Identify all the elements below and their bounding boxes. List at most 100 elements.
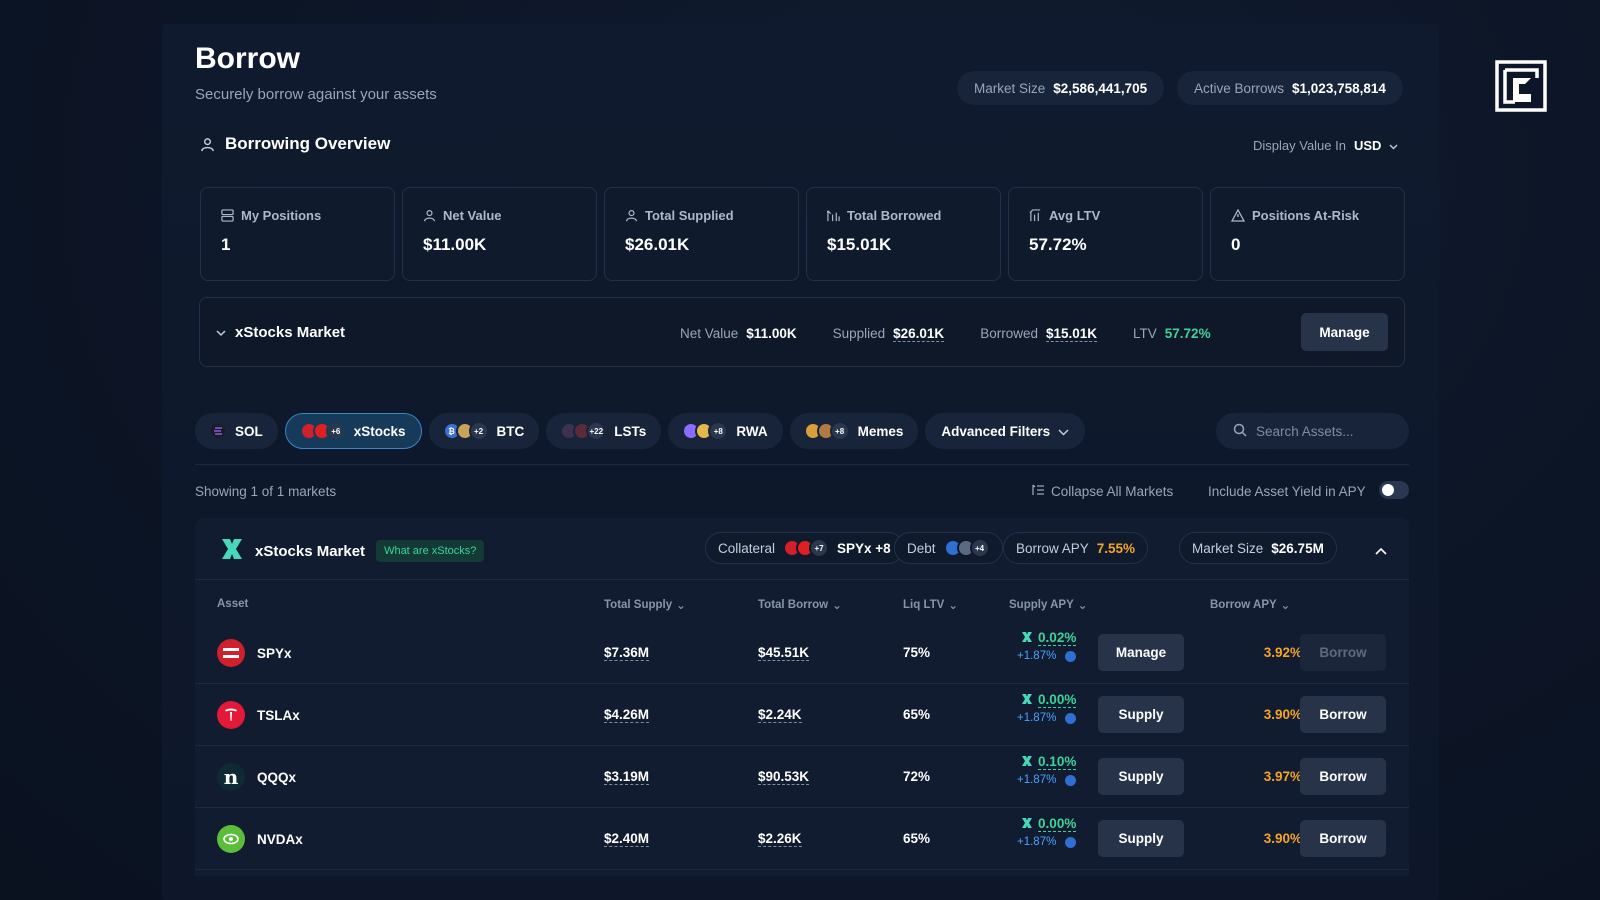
supplied-label: Supplied <box>832 326 886 341</box>
total-borrow-value: $2.26K <box>758 831 802 847</box>
collateral-coin-stack-icon: +7 <box>783 538 830 558</box>
total-borrow-value: $2.24K <box>758 707 802 723</box>
currency-value: USD <box>1353 138 1382 153</box>
info-icon[interactable] <box>1065 836 1077 848</box>
col-total-borrow[interactable]: Total Borrow ⌄ <box>758 598 842 612</box>
position-market-row[interactable]: xStocks Market Net Value $11.00K Supplied… <box>199 297 1405 367</box>
debt-coin-stack-icon: +4 <box>943 538 990 558</box>
brand-logo <box>1495 60 1547 112</box>
borrow-apy: 3.97% <box>1263 769 1302 784</box>
include-yield-toggle[interactable] <box>1379 481 1409 499</box>
market-header: xStocks Market What are xStocks? Collate… <box>195 518 1409 580</box>
borrow-button[interactable]: Borrow <box>1300 696 1386 733</box>
col-total-supply[interactable]: Total Supply ⌄ <box>604 598 686 612</box>
chip-label: Memes <box>857 423 904 439</box>
info-icon[interactable] <box>1065 712 1077 724</box>
xstocks-logo-icon <box>1021 631 1033 646</box>
table-row: NVDAx $2.40M $2.26K 65% 0.00% +1.87% Sup… <box>195 808 1409 870</box>
chip-sol[interactable]: SOL <box>195 413 278 449</box>
market-size-value: $2,586,441,705 <box>1053 80 1148 96</box>
display-label: Display Value In <box>1253 138 1346 153</box>
col-borrow-apy[interactable]: Borrow APY ⌄ <box>1210 598 1290 612</box>
chip-label: xStocks <box>353 423 406 439</box>
search-icon <box>1233 423 1247 440</box>
search-box[interactable] <box>1216 413 1409 449</box>
total-borrow: $45.51K <box>758 645 810 661</box>
nvdax-logo-icon <box>217 825 245 853</box>
market-size-value: $26.75M <box>1271 540 1324 556</box>
overview-heading: Borrowing Overview <box>200 134 390 154</box>
borrow-apy-pill: Borrow APY 7.55% <box>1003 532 1149 564</box>
toggle-knob <box>1382 484 1394 496</box>
xstocks-logo-icon <box>1021 817 1033 832</box>
chart-icon <box>827 209 840 222</box>
active-borrows-label: Active Borrows <box>1194 80 1285 96</box>
chip-rwa[interactable]: +8 RWA <box>668 413 783 449</box>
card-value: $15.01K <box>827 235 892 254</box>
card-label: Positions At-Risk <box>1252 208 1360 223</box>
table-row: TSLAx $4.26M $2.24K 65% 0.00% +1.87% Sup… <box>195 684 1409 746</box>
what-are-xstocks-badge[interactable]: What are xStocks? <box>376 540 485 562</box>
category-chips: SOL +6 xStocks ₿ +2 BTC +22 LSTs +8 RWA <box>195 413 1086 449</box>
borrow-apy: 3.92% <box>1263 645 1302 660</box>
chevron-up-icon[interactable] <box>1375 542 1387 560</box>
asset-yield-value: +1.87% <box>1017 650 1057 662</box>
total-supply-value: $2.40M <box>604 831 650 847</box>
manage-position-button[interactable]: Manage <box>1301 313 1388 351</box>
overview-title: Borrowing Overview <box>225 134 391 153</box>
card-net-value: Net Value $11.00K <box>402 187 597 281</box>
overview-cards: My Positions 1 Net Value $11.00K Total S… <box>200 187 1405 281</box>
xstocks-logo-icon <box>1021 755 1033 770</box>
borrow-apy-value: 7.55% <box>1096 540 1136 556</box>
chip-xstocks[interactable]: +6 xStocks <box>284 413 422 449</box>
card-label: My Positions <box>241 208 322 223</box>
chip-memes[interactable]: +8 Memes <box>789 413 919 449</box>
liq-ltv: 65% <box>903 831 931 846</box>
card-label: Net Value <box>443 208 502 223</box>
supplied-value: $26.01K <box>893 326 945 342</box>
supply-button[interactable]: Supply <box>1098 696 1184 733</box>
col-label: Total Supply <box>604 599 673 611</box>
info-icon[interactable] <box>1065 774 1077 786</box>
col-label: Total Borrow <box>758 599 829 611</box>
supply-button[interactable]: Supply <box>1098 758 1184 795</box>
col-liq-ltv[interactable]: Liq LTV ⌄ <box>903 598 958 612</box>
advanced-filters-button[interactable]: Advanced Filters <box>925 413 1086 449</box>
position-market-name[interactable]: xStocks Market <box>216 324 345 341</box>
stack-icon <box>221 209 234 222</box>
supply-apy-value: 0.10% <box>1038 754 1077 770</box>
supply-apy-value: 0.00% <box>1038 816 1077 832</box>
borrow-button[interactable]: Borrow <box>1300 634 1386 671</box>
borrow-apy: 3.90% <box>1263 707 1302 722</box>
supply-button[interactable]: Supply <box>1098 820 1184 857</box>
asset-yield-value: +1.87% <box>1017 774 1057 786</box>
table-row: SPYx $7.36M $45.51K 75% 0.02% +1.87% Man… <box>195 622 1409 684</box>
manage-button[interactable]: Manage <box>1098 634 1184 671</box>
page-title: Borrow <box>195 42 300 75</box>
col-label: Supply APY <box>1009 599 1074 611</box>
sol-coin-icon <box>209 422 227 440</box>
col-supply-apy[interactable]: Supply APY ⌄ <box>1009 598 1087 612</box>
search-input[interactable] <box>1256 423 1396 439</box>
chip-lsts[interactable]: +22 LSTs <box>546 413 662 449</box>
tslax-logo-icon <box>217 701 245 729</box>
borrow-button[interactable]: Borrow <box>1300 758 1386 795</box>
card-avg-ltv: Avg LTV 57.72% <box>1008 187 1203 281</box>
market-size-pill: Market Size $26.75M <box>1179 532 1337 564</box>
liq-ltv: 75% <box>903 645 931 660</box>
info-icon[interactable] <box>1065 650 1077 662</box>
display-currency-selector[interactable]: Display Value In USD <box>1253 138 1398 153</box>
card-value: $26.01K <box>625 235 690 254</box>
chevron-down-icon: ⌄ <box>1280 600 1291 612</box>
collapse-all-button[interactable]: Collapse All Markets <box>1032 484 1173 499</box>
chart-icon <box>1029 209 1042 222</box>
asset-yield-value: +1.87% <box>1017 712 1057 724</box>
supply-apy-value: 0.00% <box>1038 692 1077 708</box>
card-total-supplied: Total Supplied $26.01K <box>604 187 799 281</box>
lst-coin-stack-icon: +22 <box>560 421 607 441</box>
chip-more-count: +8 <box>829 421 850 441</box>
chip-label: RWA <box>736 423 768 439</box>
borrow-button[interactable]: Borrow <box>1300 820 1386 857</box>
chip-btc[interactable]: ₿ +2 BTC <box>428 413 540 449</box>
ltv-label: LTV <box>1133 326 1157 341</box>
